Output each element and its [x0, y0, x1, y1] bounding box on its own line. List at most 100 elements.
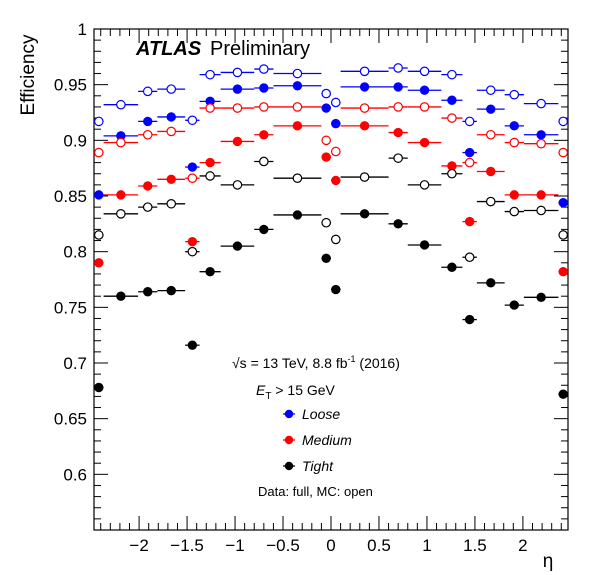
y-tick-label: 0.9	[63, 131, 87, 150]
medium-mc-point	[142, 129, 153, 140]
tight-data-point	[464, 314, 475, 325]
loose-data-point	[393, 82, 403, 92]
y-axis-label: Efficiency	[18, 34, 39, 115]
tight-mc-point	[419, 180, 430, 190]
tight-data-point	[331, 284, 341, 295]
loose-data-point	[486, 104, 496, 114]
legend-tight-marker	[284, 461, 294, 471]
medium-data-point	[292, 121, 303, 131]
medium-mc-point	[393, 102, 403, 112]
legend-loose-label: Loose	[302, 406, 340, 422]
loose-mc-point	[232, 67, 243, 78]
loose-mc-point	[464, 116, 475, 127]
tight-mc-point	[93, 230, 104, 240]
medium-data-point	[464, 216, 475, 227]
x-tick-label: −1	[225, 536, 244, 555]
loose-mc-point	[485, 85, 496, 96]
tight-mc-point	[393, 153, 403, 163]
tight-data-point	[166, 285, 176, 296]
x-tick-label: 0	[326, 536, 335, 555]
medium-mc-point	[536, 138, 546, 149]
lumi-exponent: -1	[348, 354, 356, 364]
medium-data-point	[359, 121, 370, 131]
loose-mc-point	[205, 69, 215, 80]
year-text: (2016)	[356, 355, 400, 371]
loose-data-point	[166, 112, 176, 122]
medium-mc-point	[93, 147, 104, 158]
loose-mc-point	[292, 68, 303, 79]
y-tick-label: 0.95	[54, 76, 87, 95]
medium-mc-point	[232, 103, 243, 113]
x-tick-label: 2	[518, 536, 527, 555]
tight-data-point	[143, 287, 153, 297]
tight-data-point	[509, 300, 519, 310]
tight-data-point	[447, 262, 457, 272]
medium-data-point	[116, 190, 126, 200]
loose-mc-point	[166, 84, 177, 94]
tight-data-point	[292, 210, 303, 220]
medium-mc-point	[464, 157, 475, 168]
loose-mc-point	[509, 89, 520, 100]
et-subscript: T	[265, 391, 271, 402]
x-tick-label: 1	[422, 536, 431, 555]
loose-data-point	[259, 83, 269, 93]
tight-data-point	[321, 253, 331, 264]
tight-mc-point	[205, 171, 215, 181]
tight-mc-point	[509, 206, 520, 217]
et-cut-value: > 15 GeV	[271, 382, 335, 398]
loose-mc-point	[142, 86, 153, 97]
tight-data-point	[558, 389, 568, 399]
medium-mc-point	[166, 126, 177, 137]
medium-data-point	[536, 190, 546, 200]
loose-mc-point	[330, 97, 341, 108]
loose-data-point	[187, 162, 198, 172]
tight-mc-point	[142, 202, 153, 212]
x-tick-label: 0.5	[367, 536, 391, 555]
tight-mc-point	[558, 230, 569, 240]
medium-data-point	[558, 267, 568, 277]
x-tick-label: 1.5	[463, 536, 487, 555]
loose-data-point	[321, 103, 331, 113]
tight-mc-point	[187, 246, 198, 257]
tight-data-point	[205, 267, 215, 277]
y-tick-label: 0.7	[63, 354, 87, 373]
medium-mc-point	[509, 137, 520, 148]
medium-data-point	[94, 258, 104, 268]
loose-mc-point	[536, 98, 546, 109]
tight-data-point	[359, 209, 370, 219]
loose-data-point	[536, 130, 546, 140]
loose-data-point	[292, 81, 303, 91]
x-tick-label: −0.5	[266, 536, 300, 555]
medium-data-point	[331, 175, 341, 186]
tight-mc-point	[259, 156, 269, 167]
tight-mc-point	[116, 209, 126, 219]
medium-mc-point	[116, 137, 126, 148]
medium-data-point	[187, 236, 198, 247]
y-tick-label: 1	[78, 20, 87, 39]
y-tick-label: 0.8	[63, 243, 87, 262]
tight-data-point	[116, 291, 126, 301]
legend-loose-marker	[284, 409, 294, 419]
loose-data-point	[359, 82, 370, 92]
tight-mc-point	[292, 173, 303, 183]
energy-text: √s = 13 TeV, 8.8 fb	[232, 355, 348, 371]
medium-mc-point	[419, 102, 430, 112]
medium-mc-point	[330, 146, 341, 157]
loose-data-point	[464, 147, 475, 158]
loose-data-point	[232, 84, 243, 94]
loose-mc-point	[93, 116, 104, 127]
loose-mc-point	[187, 115, 198, 126]
medium-data-point	[259, 130, 269, 140]
legend-tight-label: Tight	[302, 458, 334, 474]
medium-mc-point	[558, 147, 569, 158]
loose-mc-point	[447, 69, 457, 80]
tight-data-point	[232, 241, 243, 251]
medium-data-point	[447, 161, 457, 171]
tight-mc-point	[464, 252, 475, 263]
tight-mc-point	[536, 205, 546, 216]
loose-data-point	[419, 85, 430, 95]
et-cut-label: ET > 15 GeV	[256, 382, 336, 402]
plot-frame	[93, 28, 569, 531]
tight-mc-point	[447, 168, 457, 179]
